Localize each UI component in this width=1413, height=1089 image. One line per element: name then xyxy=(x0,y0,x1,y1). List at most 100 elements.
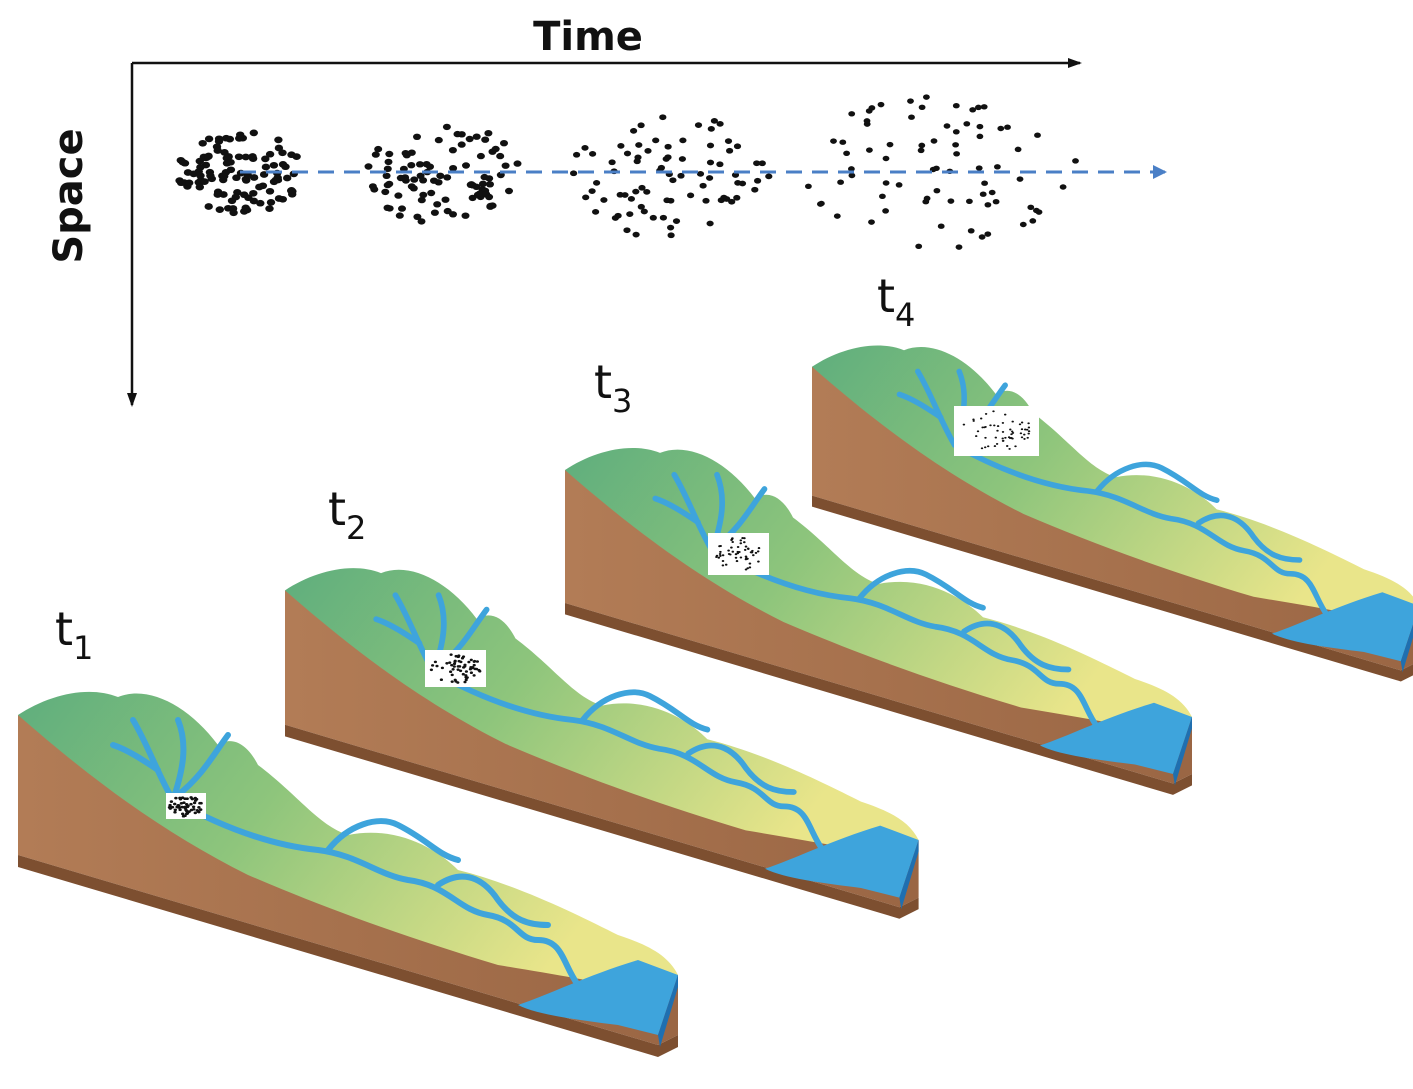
particle xyxy=(637,122,645,129)
particle xyxy=(643,189,651,195)
particle xyxy=(917,147,925,154)
particle xyxy=(640,208,648,215)
particle-cloud-sequence xyxy=(175,94,1079,250)
particle xyxy=(480,173,489,181)
particle xyxy=(672,218,681,224)
particle xyxy=(984,436,987,439)
particle xyxy=(992,410,995,413)
particle xyxy=(918,142,926,149)
particle xyxy=(434,136,443,144)
particle xyxy=(249,189,258,197)
particle xyxy=(736,550,740,553)
particle xyxy=(748,562,752,565)
particle xyxy=(1027,430,1031,433)
particle xyxy=(749,551,753,554)
particle xyxy=(1006,445,1009,447)
particle xyxy=(718,552,722,556)
particle xyxy=(231,193,240,201)
particle xyxy=(413,213,422,220)
particle xyxy=(621,192,629,198)
particle xyxy=(429,668,433,672)
particle xyxy=(952,129,960,135)
particle xyxy=(743,541,746,544)
particle xyxy=(450,680,454,683)
particle-inset-cloud-t1 xyxy=(167,796,203,818)
particle xyxy=(1001,437,1004,440)
particle xyxy=(608,159,616,166)
particle xyxy=(449,653,453,656)
particle xyxy=(632,231,640,238)
particle xyxy=(1035,209,1043,215)
particle xyxy=(863,118,871,124)
particle xyxy=(486,202,495,210)
particle xyxy=(442,123,451,131)
particle xyxy=(611,215,620,221)
particle xyxy=(984,446,987,449)
particle-inset-cloud-t3 xyxy=(715,537,761,571)
particle xyxy=(997,125,1005,132)
particle xyxy=(659,214,668,221)
particle xyxy=(848,166,855,172)
particle xyxy=(976,430,980,433)
particle xyxy=(947,198,955,204)
particle xyxy=(385,205,394,212)
particle xyxy=(592,209,600,215)
particle xyxy=(462,162,470,169)
particle xyxy=(500,140,508,147)
particle xyxy=(183,797,187,801)
particle xyxy=(753,160,761,167)
particle xyxy=(410,176,419,183)
particle xyxy=(746,567,749,570)
particle xyxy=(626,211,634,217)
particle xyxy=(384,158,393,166)
particle xyxy=(967,228,975,234)
time-step-label-t3: t3 xyxy=(594,355,632,420)
particle xyxy=(454,654,458,658)
particle xyxy=(433,201,442,208)
particle xyxy=(448,661,452,664)
particle xyxy=(215,206,224,213)
particle xyxy=(1010,433,1013,436)
particle xyxy=(464,670,468,673)
particle xyxy=(630,128,638,134)
particle xyxy=(225,135,234,143)
particle xyxy=(441,196,450,203)
particle xyxy=(718,545,721,548)
particle xyxy=(984,231,992,237)
particle xyxy=(433,660,437,664)
particle xyxy=(717,556,721,559)
particle xyxy=(456,668,460,671)
particle xyxy=(879,193,886,200)
particle xyxy=(627,196,636,202)
particle xyxy=(176,156,185,164)
particle xyxy=(908,114,915,120)
particle xyxy=(707,126,715,132)
particle xyxy=(407,162,416,169)
particle xyxy=(652,137,660,144)
particle xyxy=(837,179,844,185)
particle xyxy=(462,666,466,669)
particle xyxy=(706,142,715,149)
particle xyxy=(1020,421,1024,424)
particle xyxy=(994,436,997,439)
particle xyxy=(1014,445,1017,448)
particle xyxy=(513,160,522,167)
particle xyxy=(839,139,847,145)
particle xyxy=(1018,423,1022,426)
particle xyxy=(454,680,458,683)
particle xyxy=(975,165,983,171)
particle xyxy=(993,424,996,427)
particle xyxy=(721,559,725,563)
particle xyxy=(638,184,646,191)
particle xyxy=(213,191,222,198)
particle xyxy=(1023,433,1026,436)
particle xyxy=(185,179,194,187)
particle xyxy=(204,153,213,160)
particle xyxy=(848,172,856,179)
particle xyxy=(416,161,424,168)
particle xyxy=(445,662,449,665)
particle xyxy=(1016,176,1024,182)
particle xyxy=(739,556,743,559)
particle xyxy=(371,151,380,158)
particle xyxy=(213,147,222,154)
